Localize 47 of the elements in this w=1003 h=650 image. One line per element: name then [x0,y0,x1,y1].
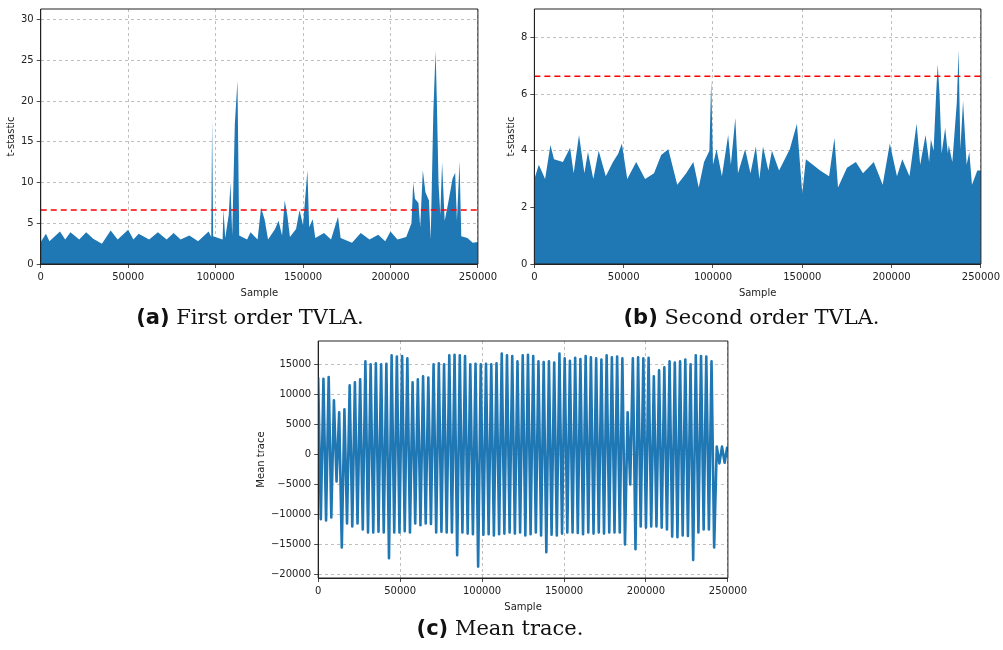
x-axis-title: Sample [240,286,279,298]
y-tick-label: 10000 [279,387,312,399]
y-tick-label: −20000 [270,567,312,579]
x-tick-label: 100000 [693,270,733,282]
x-tick-label: 250000 [961,270,1001,282]
y-tick-label: −10000 [270,507,312,519]
x-axis-title: Sample [504,600,542,612]
y-tick-label: −5000 [277,477,312,489]
x-tick-label: 150000 [783,270,822,282]
y-tick-label: 20 [20,94,34,106]
y-tick-label: 30 [20,13,34,25]
y-tick-label: 5000 [285,417,312,429]
x-tick-label: 200000 [872,270,911,282]
y-tick-label: 8 [520,30,528,42]
y-tick-label: −15000 [270,537,312,549]
x-axis-title: Sample [738,286,777,298]
y-axis-title: t-stastic [504,116,516,157]
x-tick-label: 100000 [196,270,235,282]
x-tick-label: 250000 [458,270,498,282]
y-axis-title: t-stastic [4,116,16,157]
y-tick-label: 6 [520,87,528,99]
y-axis-title: Mean trace [254,431,266,488]
x-tick-label: 50000 [384,584,417,596]
text: (a) First order TVLA. [135,305,365,329]
y-tick-label: 2 [520,200,528,212]
y-tick-label: 15000 [279,357,312,369]
x-tick-label: 200000 [371,270,410,282]
y-tick-label: 10 [20,176,34,188]
y-tick-label: 4 [520,144,528,156]
text: (c) Mean trace. [415,616,585,640]
x-tick-label: 150000 [283,270,323,282]
y-tick-label: 5 [27,216,34,228]
y-tick-label: 15 [20,135,34,147]
y-tick-label: 0 [520,257,528,269]
y-tick-label: 0 [304,447,312,459]
x-tick-label: 0 [37,270,44,282]
x-tick-label: 50000 [607,270,640,282]
x-tick-label: 0 [315,584,322,596]
text: (b) Second order TVLA. [622,305,881,329]
y-tick-label: 0 [27,257,34,269]
x-tick-label: 50000 [112,270,145,282]
x-tick-label: 0 [531,270,538,282]
x-tick-label: 200000 [626,584,666,596]
x-tick-label: 250000 [708,584,748,596]
x-tick-label: 100000 [462,584,502,596]
x-tick-label: 150000 [544,584,584,596]
y-tick-label: 25 [20,53,34,65]
